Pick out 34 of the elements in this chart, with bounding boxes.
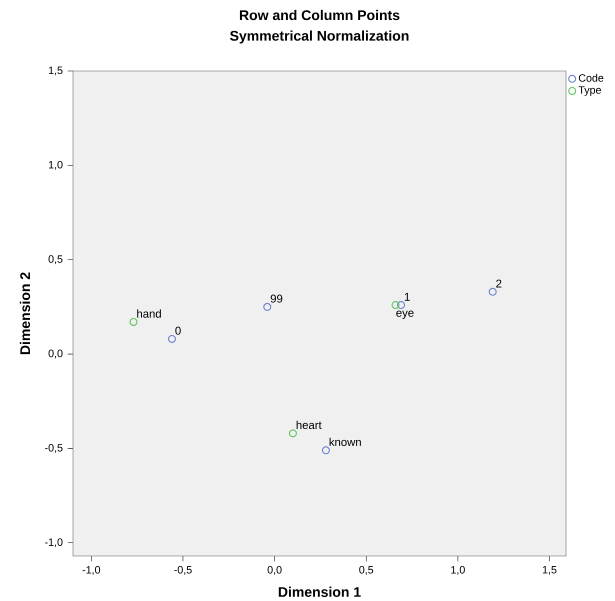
point	[322, 446, 330, 454]
y-tick-label: -1,0	[45, 538, 63, 547]
annotation: 1	[404, 292, 410, 301]
x-tick-label: 0,5	[359, 566, 374, 575]
annotation: known	[330, 438, 361, 446]
annotation: 0	[175, 326, 181, 335]
y-tick-label: -0,5	[45, 444, 63, 453]
point	[488, 288, 497, 296]
point	[288, 429, 297, 438]
point	[263, 302, 272, 311]
point	[168, 334, 176, 343]
x-tick-label: -1,0	[82, 566, 100, 575]
x-tick-label: -0,5	[174, 566, 192, 575]
y-tick-label: 1,5	[48, 66, 63, 76]
y-tick-label: 0,0	[48, 349, 63, 358]
annotation: heart	[296, 420, 322, 429]
x-tick-label: 1,5	[542, 566, 556, 575]
chart-title: Row and Column Points	[240, 10, 400, 20]
point	[397, 300, 406, 309]
annotation: 2	[496, 279, 502, 288]
x-axis-title: Dimension 1	[278, 586, 361, 597]
y-tick-label: 0,5	[48, 255, 63, 264]
y-tick-label: 1,0	[48, 160, 63, 170]
annotation: hand	[137, 309, 161, 318]
chart-subtitle: Symmetrical Normalization	[230, 30, 408, 44]
point	[129, 318, 138, 326]
legend-label: Type	[578, 86, 601, 96]
annotation: eye	[396, 310, 414, 319]
x-tick-label: 1,0	[451, 566, 465, 575]
annotation: 99	[270, 294, 282, 302]
y-axis-title: Dimension 2	[20, 272, 30, 354]
legend-label: Code	[578, 74, 604, 82]
x-tick-label: 0,0	[268, 566, 282, 575]
point	[392, 300, 400, 309]
